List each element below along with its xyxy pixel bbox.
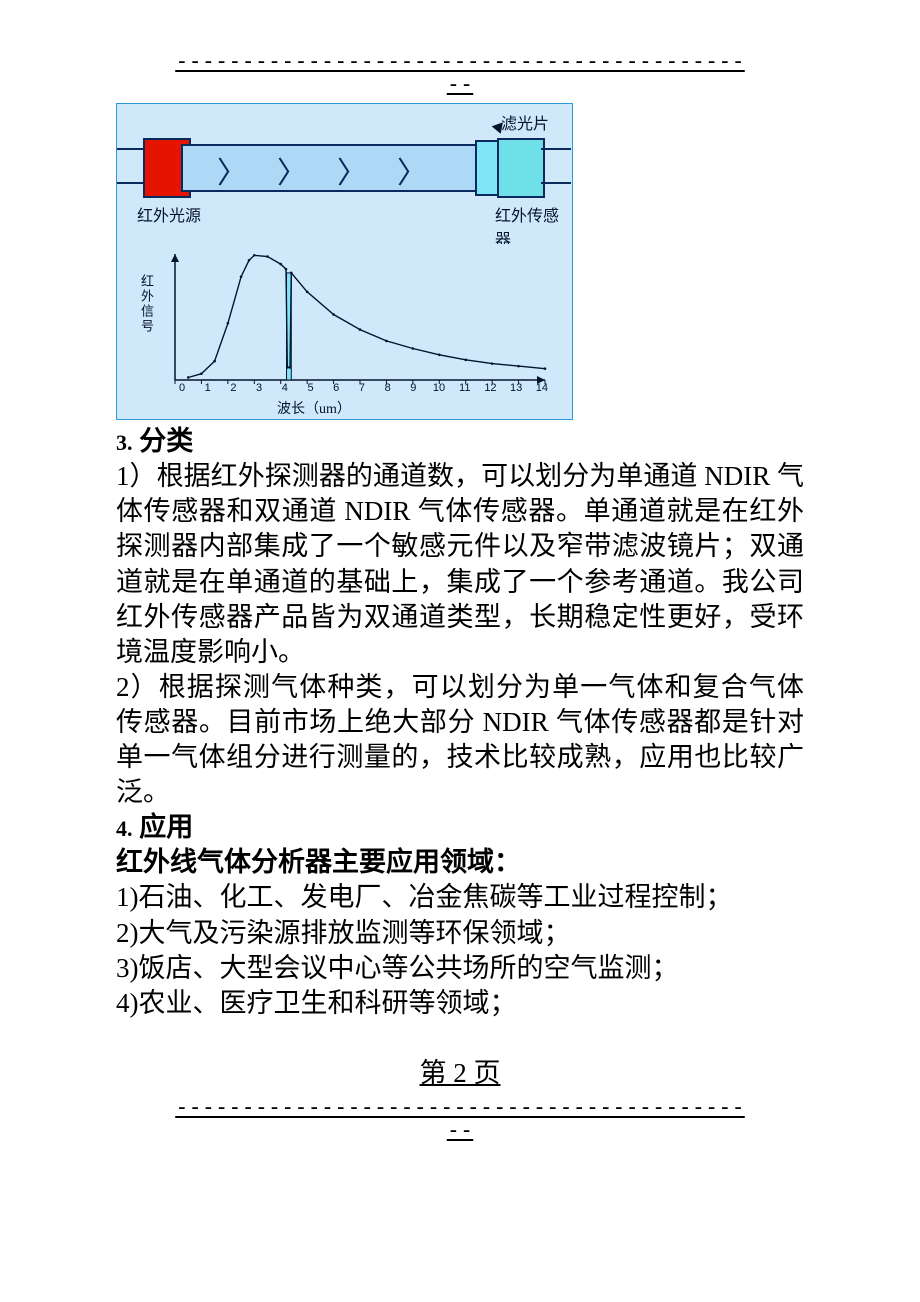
list-item: 1)石油、化工、发电厂、冶金焦碳等工业过程控制； [116,880,804,915]
y-axis-label: 红外信号 [137,274,156,334]
flow-arrow-icon: 〉 [217,148,247,192]
top-divider-tail: -- [80,72,840,97]
divider-dashes: ----------------------------------------… [175,1095,745,1120]
lead-wire [541,182,571,184]
bottom-divider-tail: -- [80,1118,840,1143]
x-tick: 3 [249,382,269,394]
subheading: 红外线气体分析器主要应用领域： [116,845,804,880]
paragraph: 1）根据红外探测器的通道数，可以划分为单通道 NDIR 气体传感器和双通道 ND… [116,459,804,670]
divider-dashes: ----------------------------------------… [175,49,745,74]
schematic-panel: 〉〉〉〉 滤光片 红外光源 红外传感器 [117,104,572,244]
x-tick: 0 [172,382,192,394]
chart-svg [165,248,555,398]
filter-block [475,140,499,196]
flow-arrow-icon: 〉 [277,148,307,192]
section-title: 应用 [139,812,193,842]
list-item: 4)农业、医疗卫生和科研等领域； [116,986,804,1021]
x-tick: 8 [378,382,398,394]
x-tick: 1 [198,382,218,394]
x-tick: 11 [455,382,475,394]
page-number: 第 2 页 [80,1051,840,1090]
list-item: 2)大气及污染源排放监测等环保领域； [116,916,804,951]
section-title: 分类 [139,426,193,456]
x-tick: 10 [429,382,449,394]
detector-label: 红外传感器 [495,202,572,250]
x-tick: 13 [506,382,526,394]
detector-block [497,138,545,198]
section-3-heading: 3. 分类 [116,424,804,459]
x-tick: 9 [403,382,423,394]
flow-arrow-icon: 〉 [337,148,367,192]
x-axis-label: 波长（um） [277,398,351,418]
x-tick: 4 [275,382,295,394]
top-divider: ----------------------------------------… [80,50,840,74]
source-label: 红外光源 [137,202,201,226]
x-tick: 5 [301,382,321,394]
list-item: 3)饭店、大型会议中心等公共场所的空气监测； [116,951,804,986]
x-tick-row: 01234567891011121314 [172,382,552,394]
section-number: 4. [116,816,133,841]
lead-wire [117,182,143,184]
lead-wire [117,148,143,150]
flow-arrow-icon: 〉 [397,148,427,192]
x-tick: 2 [223,382,243,394]
x-tick: 7 [352,382,372,394]
section-4-heading: 4. 应用 [116,810,804,845]
bottom-divider: ----------------------------------------… [80,1096,840,1120]
ndir-figure: 〉〉〉〉 滤光片 红外光源 红外传感器 红外信号 012345678910111… [116,103,573,420]
page: ----------------------------------------… [80,0,840,1183]
x-tick: 12 [480,382,500,394]
body-content: 3. 分类 1）根据红外探测器的通道数，可以划分为单通道 NDIR 气体传感器和… [116,424,804,1021]
spectrum-chart: 红外信号 01234567891011121314 波长（um） [117,244,572,419]
paragraph: 2）根据探测气体种类，可以划分为单一气体和复合气体传感器。目前市场上绝大部分 N… [116,670,804,810]
x-tick: 14 [532,382,552,394]
section-number: 3. [116,430,133,455]
figure-container: 〉〉〉〉 滤光片 红外光源 红外传感器 红外信号 012345678910111… [116,103,840,420]
lead-wire [541,148,571,150]
x-tick: 6 [326,382,346,394]
filter-label: 滤光片 [501,110,549,134]
